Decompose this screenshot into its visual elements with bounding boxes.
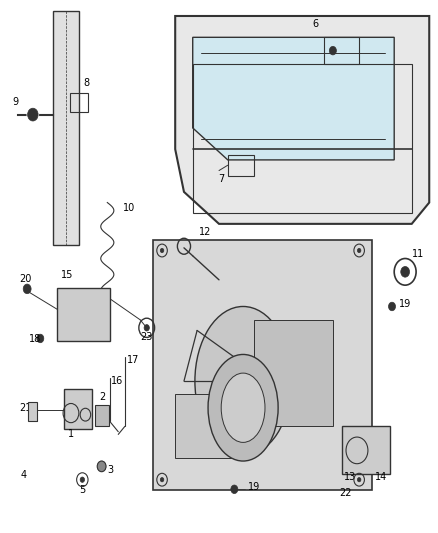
Text: 23: 23 (140, 332, 152, 342)
Text: 6: 6 (312, 19, 318, 29)
Circle shape (28, 108, 38, 121)
FancyBboxPatch shape (95, 405, 109, 426)
Circle shape (389, 302, 396, 311)
FancyBboxPatch shape (28, 402, 37, 421)
FancyBboxPatch shape (57, 288, 110, 341)
Text: 3: 3 (107, 465, 113, 475)
FancyBboxPatch shape (342, 426, 390, 474)
Text: 20: 20 (20, 273, 32, 284)
Text: 4: 4 (21, 470, 27, 480)
Circle shape (144, 325, 149, 331)
Text: 12: 12 (199, 227, 212, 237)
Ellipse shape (221, 373, 265, 442)
Text: 22: 22 (339, 488, 352, 498)
Circle shape (329, 46, 336, 55)
Text: 5: 5 (79, 484, 85, 495)
Text: 14: 14 (375, 472, 387, 482)
Polygon shape (193, 37, 394, 160)
FancyBboxPatch shape (64, 389, 92, 429)
Text: 7: 7 (218, 174, 224, 184)
FancyBboxPatch shape (175, 394, 241, 458)
Ellipse shape (208, 354, 278, 461)
Circle shape (231, 485, 238, 494)
Text: 13: 13 (344, 472, 357, 482)
Polygon shape (53, 11, 79, 245)
Circle shape (160, 248, 164, 253)
Text: 17: 17 (127, 355, 139, 365)
Text: 19: 19 (247, 482, 260, 492)
Text: 19: 19 (399, 299, 411, 309)
Circle shape (37, 334, 44, 343)
Polygon shape (175, 16, 429, 224)
Text: 8: 8 (83, 78, 89, 88)
Circle shape (357, 478, 361, 482)
Circle shape (357, 248, 361, 253)
Text: 2: 2 (99, 392, 105, 402)
Circle shape (401, 266, 410, 277)
Circle shape (23, 284, 31, 294)
Text: 21: 21 (20, 403, 32, 413)
Text: 1: 1 (68, 429, 74, 439)
Text: 9: 9 (12, 96, 18, 107)
Text: 10: 10 (123, 203, 135, 213)
FancyBboxPatch shape (254, 320, 333, 426)
Text: 15: 15 (61, 270, 74, 280)
Circle shape (97, 461, 106, 472)
Ellipse shape (195, 306, 291, 456)
Polygon shape (153, 240, 372, 490)
Circle shape (160, 478, 164, 482)
Text: 16: 16 (111, 376, 123, 386)
Text: 11: 11 (412, 248, 424, 259)
Text: 18: 18 (28, 334, 41, 344)
Circle shape (80, 477, 85, 482)
